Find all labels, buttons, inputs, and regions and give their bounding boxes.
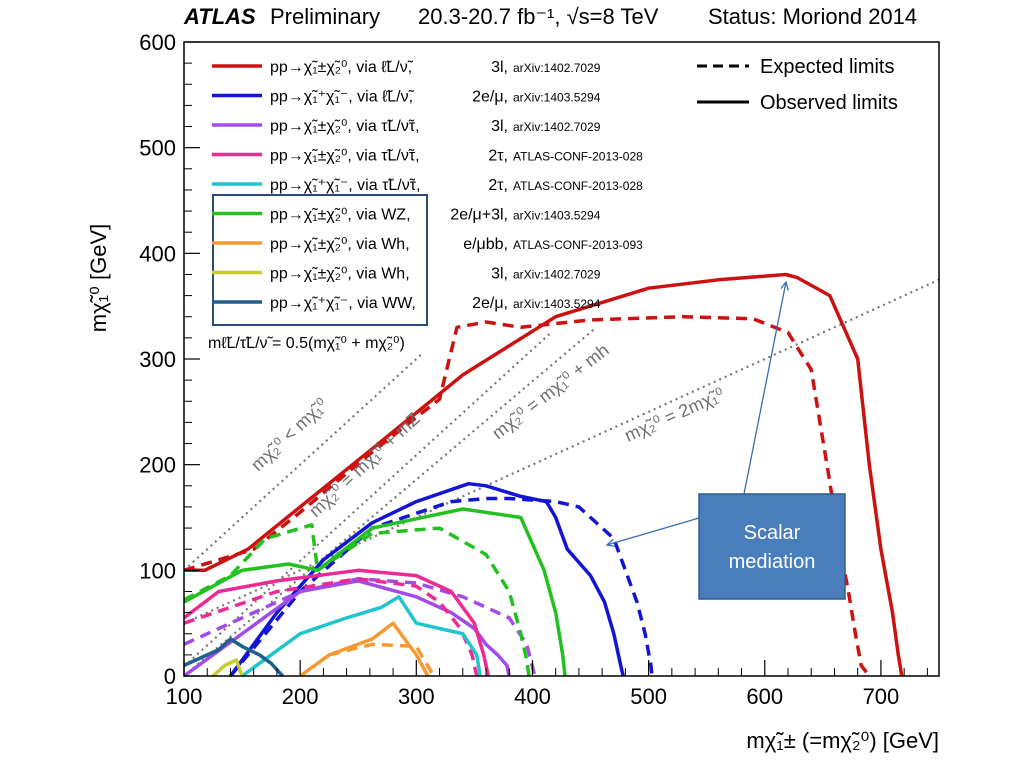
legend-channel: 3l, (491, 118, 508, 135)
legend-channel: 2e/μ+3l, (450, 207, 508, 224)
legend-reference: arXiv:1403.5294 (513, 91, 601, 105)
experiment-name: ATLAS (183, 4, 256, 29)
curve-teal-observed (183, 637, 284, 678)
legend-process: pp→χ̃₁⁺χ̃₁⁻, via τ̃L/ν̃τ, (270, 177, 421, 194)
callout-line-1: Scalar (744, 522, 801, 544)
x-axis-label: mχ̃₁± (=mχ̃₂⁰) [GeV] (746, 728, 939, 753)
diagonal-diag_lt (183, 351, 425, 572)
kinematic-lines (183, 278, 940, 677)
legend-process: pp→χ̃₁±χ̃₂⁰, via τ̃L/ν̃τ, (270, 118, 420, 135)
curve-orange-expected (328, 642, 436, 677)
curve-olive-observed (211, 658, 244, 678)
x-tick-label: 200 (282, 684, 319, 709)
mass-note: mℓ̃L/τ̃L/ν̃ = 0.5(mχ̃₁⁰ + mχ̃₂⁰) (208, 335, 405, 352)
legend-process: pp→χ̃₁⁺χ̃₁⁻, via ℓ̃L/ν̃, (270, 89, 415, 106)
diag-label-lt: mχ̃₂⁰ < mχ̃₁⁰ (247, 394, 332, 475)
x-tick-label: 600 (746, 684, 783, 709)
diagonal-labels: mχ̃₂⁰ < mχ̃₁⁰ mχ̃₂⁰ = mχ̃₁⁰ + mZ mχ̃₂⁰ =… (247, 340, 727, 521)
legend-process: pp→χ̃₁±χ̃₂⁰, via Wh, (270, 236, 410, 253)
legend-channel: 2τ, (488, 177, 508, 194)
curve-green-expected (183, 523, 531, 677)
curve-red-observed (184, 272, 904, 677)
legend-entries: pp→χ̃₁±χ̃₂⁰, via ℓ̃L/ν̃, 3l, arXiv:1402.70… (212, 59, 643, 312)
legend-reference: arXiv:1402.7029 (513, 61, 601, 75)
x-tick-label: 100 (166, 684, 203, 709)
luminosity-label: 20.3-20.7 fb⁻¹, √s=8 TeV (418, 4, 659, 29)
legend-reference: arXiv:1402.7029 (513, 120, 601, 134)
legend-channel: 3l, (491, 266, 508, 283)
diag-label-2m: mχ̃₂⁰ = 2mχ̃₁⁰ (621, 384, 727, 446)
curve-magenta-expected (183, 577, 479, 677)
legend-process: pp→χ̃₁±χ̃₂⁰, via Wh, (270, 266, 410, 283)
legend-channel: 2τ, (488, 148, 508, 165)
callout-box (698, 493, 846, 600)
curve-blue-observed (229, 481, 625, 678)
curve-orange-observed (299, 621, 430, 678)
x-tick-label: 300 (398, 684, 435, 709)
y-tick-label: 600 (139, 30, 176, 55)
diag-label-mh: mχ̃₂⁰ = mχ̃₁⁰ + mh (488, 340, 613, 443)
diag-label-mz: mχ̃₂⁰ = mχ̃₁⁰ + mZ (305, 408, 424, 520)
legend-reference: ATLAS-CONF-2013-093 (513, 238, 643, 252)
style-legend: Expected limits Observed limits (697, 56, 898, 114)
legend-highlight-box (212, 194, 428, 326)
y-tick-label: 400 (139, 241, 176, 266)
callout-arrow-up (743, 282, 786, 495)
y-tick-label: 100 (139, 558, 176, 583)
process-legend: pp→χ̃₁±χ̃₂⁰, via ℓ̃L/ν̃, 3l, arXiv:1402.70… (208, 59, 643, 352)
observed-limits-label: Observed limits (760, 92, 898, 114)
y-tick-label: 500 (139, 136, 176, 161)
curve-purple-observed (182, 579, 511, 678)
legend-reference: ATLAS-CONF-2013-028 (513, 150, 643, 164)
x-tick-label: 500 (630, 684, 667, 709)
y-tick-label: 300 (139, 347, 176, 372)
y-tick-label: 0 (164, 664, 176, 689)
y-axis-label: mχ̃₁⁰ [GeV] (86, 224, 111, 332)
chart-header: ATLAS Preliminary 20.3-20.7 fb⁻¹, √s=8 T… (183, 4, 917, 29)
exclusion-curves (182, 272, 904, 678)
curve-red-expected (183, 314, 871, 678)
legend-process: pp→χ̃₁±χ̃₂⁰, via ℓ̃L/ν̃, (270, 59, 414, 76)
legend-channel: 2e/μ, (472, 89, 508, 106)
diagonal-diag_mh (183, 326, 598, 677)
x-tick-label: 400 (514, 684, 551, 709)
curve-magenta-observed (182, 568, 491, 677)
status-label: Status: Moriond 2014 (708, 4, 917, 29)
legend-process: pp→χ̃₁±χ̃₂⁰, via WZ, (270, 207, 411, 224)
preliminary-label: Preliminary (270, 4, 380, 29)
scalar-mediation-callout: Scalar mediation (607, 282, 846, 600)
curve-cyan-observed (241, 595, 482, 678)
legend-process: pp→χ̃₁±χ̃₂⁰, via τ̃L/ν̃τ, (270, 148, 420, 165)
curve-green-observed (183, 507, 567, 677)
callout-arrow-left (607, 517, 700, 545)
diagonal-diag_2m (183, 278, 940, 625)
legend-process: pp→χ̃₁⁺χ̃₁⁻, via WW, (270, 295, 416, 312)
legend-reference: ATLAS-CONF-2013-028 (513, 179, 643, 193)
y-tick-label: 200 (139, 453, 176, 478)
callout-line-2: mediation (729, 551, 816, 573)
expected-limits-label: Expected limits (760, 56, 895, 78)
legend-reference: arXiv:1402.7029 (513, 268, 601, 282)
legend-reference: arXiv:1403.5294 (513, 209, 601, 223)
legend-channel: 2e/μ, (472, 295, 508, 312)
legend-channel: 3l, (491, 59, 508, 76)
legend-reference: arXiv:1403.5294 (513, 297, 601, 311)
x-tick-label: 700 (863, 684, 900, 709)
legend-channel: e/μbb, (463, 236, 508, 253)
